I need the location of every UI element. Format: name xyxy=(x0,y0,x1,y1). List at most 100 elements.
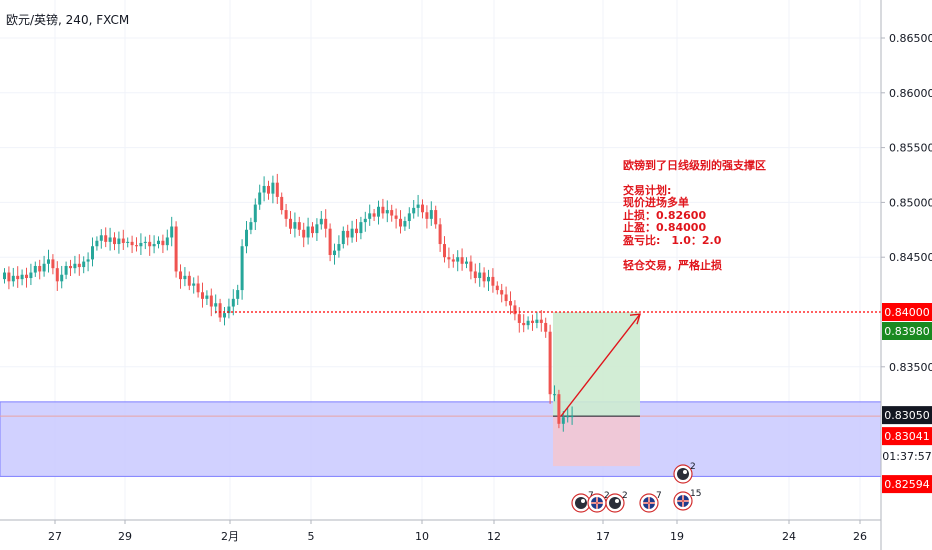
candle-body xyxy=(297,222,301,230)
candle-body xyxy=(456,257,460,262)
candle-body xyxy=(561,417,565,424)
candle-body xyxy=(130,241,134,246)
countdown-tag-text: 01:37:57 xyxy=(882,450,931,463)
trend-arrow[interactable] xyxy=(560,313,641,417)
candle-body xyxy=(438,224,442,245)
candle-body xyxy=(355,228,358,234)
x-tick-label: 19 xyxy=(670,530,684,543)
trade-plan-note[interactable]: 欧镑到了日线级别的强支撑区 交易计划: 现价进场多单 止损：0.82600 止盈… xyxy=(623,159,766,272)
note-line-risk-reward: 盈亏比: 1.0：2.0 xyxy=(623,233,722,247)
y-tick-label: 0.86000 xyxy=(889,87,932,100)
candle-body xyxy=(135,245,138,247)
candle-body xyxy=(531,320,534,323)
candle-body xyxy=(11,275,15,282)
note-line-take-profit: 止盈：0.84000 xyxy=(623,221,707,235)
candle-body xyxy=(201,292,204,299)
candle-body xyxy=(280,196,284,211)
last-price-tag-text: 0.83980 xyxy=(884,325,930,338)
candle-body xyxy=(170,226,174,238)
candle-body xyxy=(460,257,464,264)
candle-body xyxy=(447,257,451,260)
stop-loss-price-tag-text: 0.82594 xyxy=(884,478,930,491)
current-price-tag xyxy=(882,427,932,446)
candle-body xyxy=(517,314,521,323)
candle-body xyxy=(535,319,539,323)
candle-body xyxy=(315,224,319,234)
candle-body xyxy=(231,298,235,307)
candle-body xyxy=(104,235,108,242)
candle-body xyxy=(570,416,574,418)
candle-body xyxy=(495,285,499,291)
candle-body xyxy=(152,244,156,247)
candle-body xyxy=(451,259,455,262)
x-tick-label: 17 xyxy=(596,530,610,543)
candle-body xyxy=(77,263,81,268)
candle-body xyxy=(113,237,116,245)
candle-body xyxy=(469,261,473,272)
candle-body xyxy=(3,272,6,280)
candle-body xyxy=(47,259,50,264)
economic-events[interactable]: 7227152 xyxy=(571,462,701,513)
candle-body xyxy=(513,305,517,315)
multi-event-dot xyxy=(615,499,619,503)
candle-body xyxy=(117,238,121,245)
entry-price-tag-text: 0.83050 xyxy=(884,409,930,422)
candle-body xyxy=(38,265,42,272)
candle-body xyxy=(491,276,495,286)
candle-body xyxy=(108,237,112,242)
candle-body xyxy=(337,244,341,251)
candle-body xyxy=(192,283,196,286)
candle-body xyxy=(16,275,20,280)
candle-body xyxy=(126,241,130,243)
x-tick-label: 10 xyxy=(415,530,429,543)
x-tick-label: 5 xyxy=(308,530,315,543)
x-tick-label: 2月 xyxy=(221,530,239,543)
candle-body xyxy=(82,261,86,268)
x-tick-label: 24 xyxy=(782,530,796,543)
last-price-tag xyxy=(882,322,932,340)
stop-loss-price-tag xyxy=(882,475,932,494)
candle-body xyxy=(69,265,72,269)
candle-body xyxy=(267,185,270,194)
note-spacer xyxy=(623,173,766,185)
candle-body xyxy=(29,272,33,279)
symbol-title[interactable]: 欧元/英镑, 240, FXCM xyxy=(6,13,130,27)
candle-body xyxy=(341,230,345,245)
candle-body xyxy=(319,218,323,225)
time-axis[interactable]: 27 29 2月 5 10 12 17 19 24 26 xyxy=(48,520,867,543)
note-line-stop-loss: 止损：0.82600 xyxy=(623,208,707,222)
multi-event-icon xyxy=(575,497,587,509)
candle-body xyxy=(223,313,226,318)
candle-body xyxy=(187,275,191,286)
y-tick-label: 0.84500 xyxy=(889,251,932,264)
x-tick-label: 27 xyxy=(48,530,62,543)
candle-body xyxy=(262,185,266,193)
candle-body xyxy=(381,206,385,214)
candle-body xyxy=(368,213,372,219)
event-count: 2 xyxy=(690,462,696,472)
candle-body xyxy=(504,294,508,302)
note-line-entry: 现价进场多单 xyxy=(623,196,689,210)
candle-body xyxy=(33,265,37,273)
candle-body xyxy=(412,207,416,214)
candle-body xyxy=(487,276,490,282)
candle-body xyxy=(359,222,363,234)
multi-event-icon xyxy=(677,468,689,480)
candle-body xyxy=(99,235,103,241)
price-axis[interactable]: 0.86500 0.86000 0.85500 0.85000 0.84500 0.835… xyxy=(881,32,932,374)
candle-body xyxy=(218,303,222,318)
candle-body xyxy=(377,206,380,217)
candle-body xyxy=(7,272,11,282)
candle-body xyxy=(539,319,543,323)
candle-body xyxy=(421,204,424,213)
candle-body xyxy=(478,272,482,279)
candle-body xyxy=(306,226,310,238)
candle-body xyxy=(399,218,402,227)
candle-body xyxy=(174,226,178,272)
candle-body xyxy=(324,218,328,229)
candle-body xyxy=(165,237,169,246)
candle-body xyxy=(385,210,389,214)
countdown-tag xyxy=(882,447,932,466)
y-tick-label: 0.85500 xyxy=(889,142,932,155)
